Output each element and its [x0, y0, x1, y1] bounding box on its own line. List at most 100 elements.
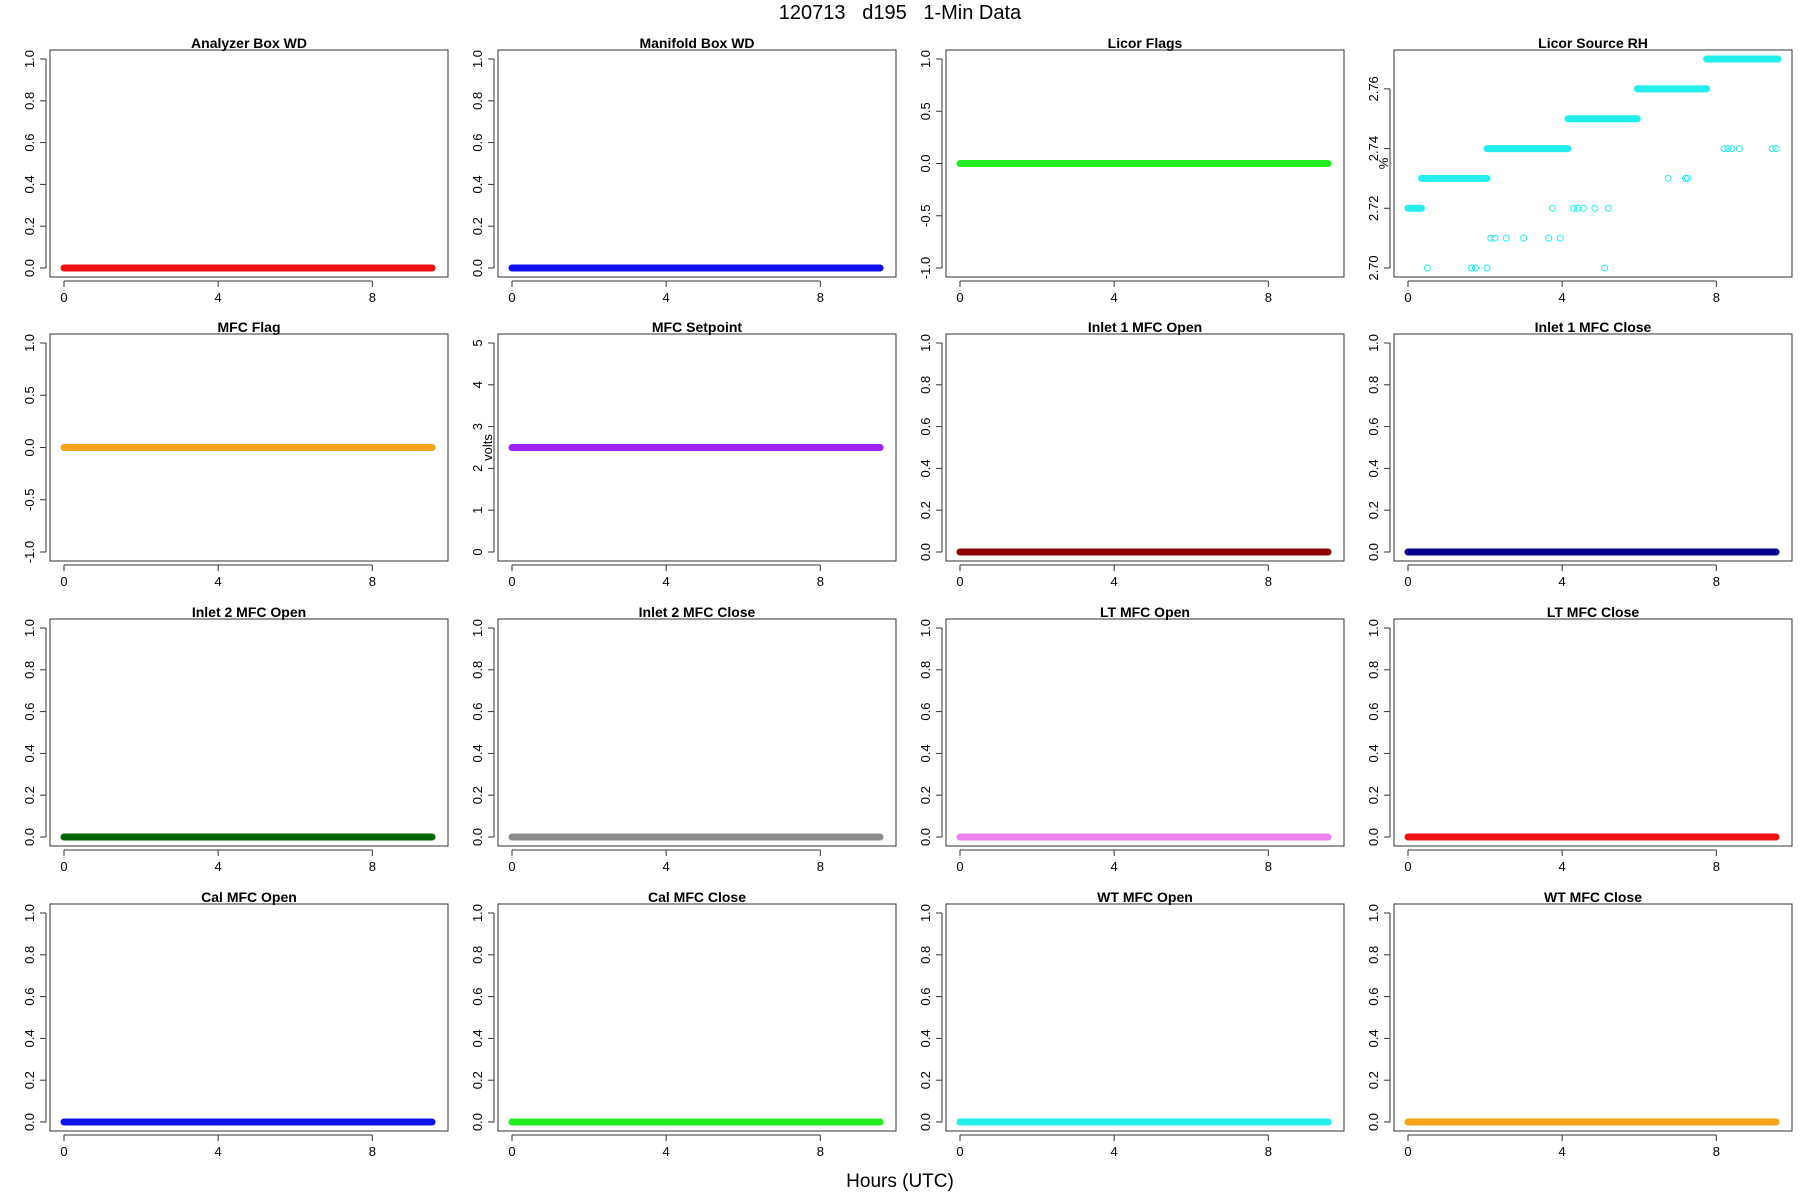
- x-tick-label: 0: [956, 859, 963, 874]
- plot-frame: [497, 49, 897, 278]
- panel-6: MFC Setpoint 0 4 8 0 1 2 3 4 5 volts: [470, 319, 897, 589]
- y-tick-label: 0.5: [918, 102, 933, 120]
- panel-title: Inlet 1 MFC Close: [1535, 319, 1652, 335]
- y-tick-label: 1.0: [918, 334, 933, 352]
- x-tick-label: 0: [60, 574, 67, 589]
- x-tick-label: 8: [817, 859, 824, 874]
- panel-16: WT MFC Close 0 4 8 0.0 0.2 0.4 0.6 0.8 1.0: [1366, 889, 1793, 1159]
- y-tick-label: 0.0: [22, 438, 37, 456]
- panel-title: Manifold Box WD: [639, 35, 754, 51]
- y-tick-label: 0.4: [1366, 744, 1381, 762]
- plot-frame: [497, 903, 897, 1132]
- x-tick-label: 0: [956, 290, 963, 305]
- y-tick-label: 0.4: [470, 175, 485, 193]
- data-point: [1664, 174, 1672, 182]
- y-tick-label: 2.72: [1366, 196, 1381, 221]
- y-tick-label: 1.0: [1366, 334, 1381, 352]
- panel-title: Cal MFC Open: [201, 889, 297, 905]
- y-tick-label: 0.4: [1366, 459, 1381, 477]
- x-tick-label: 0: [60, 1144, 67, 1159]
- panel-title: WT MFC Open: [1097, 889, 1193, 905]
- y-tick-label: 0.4: [470, 1029, 485, 1047]
- data-point: [1683, 174, 1691, 182]
- panel-title: MFC Setpoint: [652, 319, 743, 335]
- y-tick-label: 0.0: [918, 1113, 933, 1131]
- x-tick-label: 4: [663, 574, 670, 589]
- y-tick-label: -0.5: [22, 489, 37, 511]
- data-point: [1601, 264, 1609, 272]
- y-tick-label: 0.8: [22, 946, 37, 964]
- panel-1: Analyzer Box WD 0 4 8 0.0 0.2 0.4 0.6 0.8 1.0: [22, 35, 449, 305]
- y-tick-label: 0.4: [918, 1029, 933, 1047]
- y-tick-label: 1.0: [22, 619, 37, 637]
- y-tick-label: -0.5: [918, 205, 933, 227]
- y-tick-label: 1.0: [22, 50, 37, 68]
- x-tick-label: 4: [1111, 859, 1118, 874]
- panel-12: LT MFC Close 0 4 8 0.0 0.2 0.4 0.6 0.8 1.0: [1366, 604, 1793, 874]
- plot-frame: [497, 618, 897, 847]
- y-tick-label: 1.0: [1366, 904, 1381, 922]
- y-tick-label: 1.0: [918, 904, 933, 922]
- y-tick-label: 0.0: [22, 828, 37, 846]
- y-tick-label: 0.6: [918, 418, 933, 436]
- x-tick-label: 4: [1559, 1144, 1566, 1159]
- x-tick-label: 0: [508, 1144, 515, 1159]
- data-point: [1772, 145, 1780, 153]
- data-point: [1579, 204, 1587, 212]
- x-tick-label: 8: [817, 290, 824, 305]
- x-tick-label: 8: [1713, 290, 1720, 305]
- x-tick-label: 4: [1559, 290, 1566, 305]
- x-tick-label: 8: [369, 574, 376, 589]
- y-tick-label: 0.6: [22, 988, 37, 1006]
- y-tick-label: 2.74: [1366, 136, 1381, 161]
- data-point: [1735, 145, 1743, 153]
- y-tick-label: 0.2: [22, 786, 37, 804]
- y-tick-label: 0.8: [470, 661, 485, 679]
- panel-title: LT MFC Close: [1547, 604, 1640, 620]
- plot-frame: [945, 49, 1345, 278]
- panel-5: MFC Flag 0 4 8 -1.0 -0.5 0.0 0.5 1.0: [22, 319, 449, 589]
- x-axis-label: Hours (UTC): [846, 1171, 954, 1192]
- panel-title: Analyzer Box WD: [191, 35, 307, 51]
- y-tick-label: 0.0: [918, 543, 933, 561]
- y-tick-label: 0.2: [918, 786, 933, 804]
- x-tick-label: 8: [1265, 859, 1272, 874]
- panel-title: LT MFC Open: [1100, 604, 1190, 620]
- y-tick-label: 4: [470, 381, 485, 388]
- y-tick-label: 0.6: [1366, 988, 1381, 1006]
- y-tick-label: 0.2: [918, 1071, 933, 1089]
- y-tick-label: 0.5: [22, 386, 37, 404]
- y-tick-label: 2: [470, 465, 485, 472]
- data-point: [1520, 234, 1528, 242]
- plot-frame: [1393, 903, 1793, 1132]
- panel-9: Inlet 2 MFC Open 0 4 8 0.0 0.2 0.4 0.6 0.8 1.0: [22, 604, 449, 874]
- x-tick-label: 0: [956, 574, 963, 589]
- y-tick-label: 0.0: [470, 828, 485, 846]
- data-point: [1468, 264, 1476, 272]
- y-tick-label: 0.6: [1366, 703, 1381, 721]
- y-tick-label: 0.6: [470, 134, 485, 152]
- panel-14: Cal MFC Close 0 4 8 0.0 0.2 0.4 0.6 0.8 1.0: [470, 889, 897, 1159]
- x-tick-label: 8: [1713, 1144, 1720, 1159]
- y-tick-label: 0.8: [22, 661, 37, 679]
- data-point: [1423, 264, 1431, 272]
- y-tick-label: 0.4: [1366, 1029, 1381, 1047]
- y-tick-label: 1.0: [470, 904, 485, 922]
- y-tick-label: 0.8: [918, 376, 933, 394]
- x-tick-label: 8: [1265, 574, 1272, 589]
- y-tick-label: -1.0: [918, 257, 933, 279]
- x-tick-label: 4: [663, 1144, 670, 1159]
- y-tick-label: 0.2: [22, 1071, 37, 1089]
- x-tick-label: 0: [508, 574, 515, 589]
- plot-frame: [497, 333, 897, 562]
- data-point: [1728, 145, 1736, 153]
- x-tick-label: 8: [1265, 1144, 1272, 1159]
- y-tick-label: 0.8: [918, 661, 933, 679]
- plot-frame: [945, 903, 1345, 1132]
- y-tick-label: 0.0: [470, 1113, 485, 1131]
- panel-4: Licor Source RH 0 4 8 2.70 2.72 2.74 2.76%: [1366, 35, 1793, 305]
- y-tick-label: 1.0: [470, 619, 485, 637]
- y-tick-label: 1.0: [918, 619, 933, 637]
